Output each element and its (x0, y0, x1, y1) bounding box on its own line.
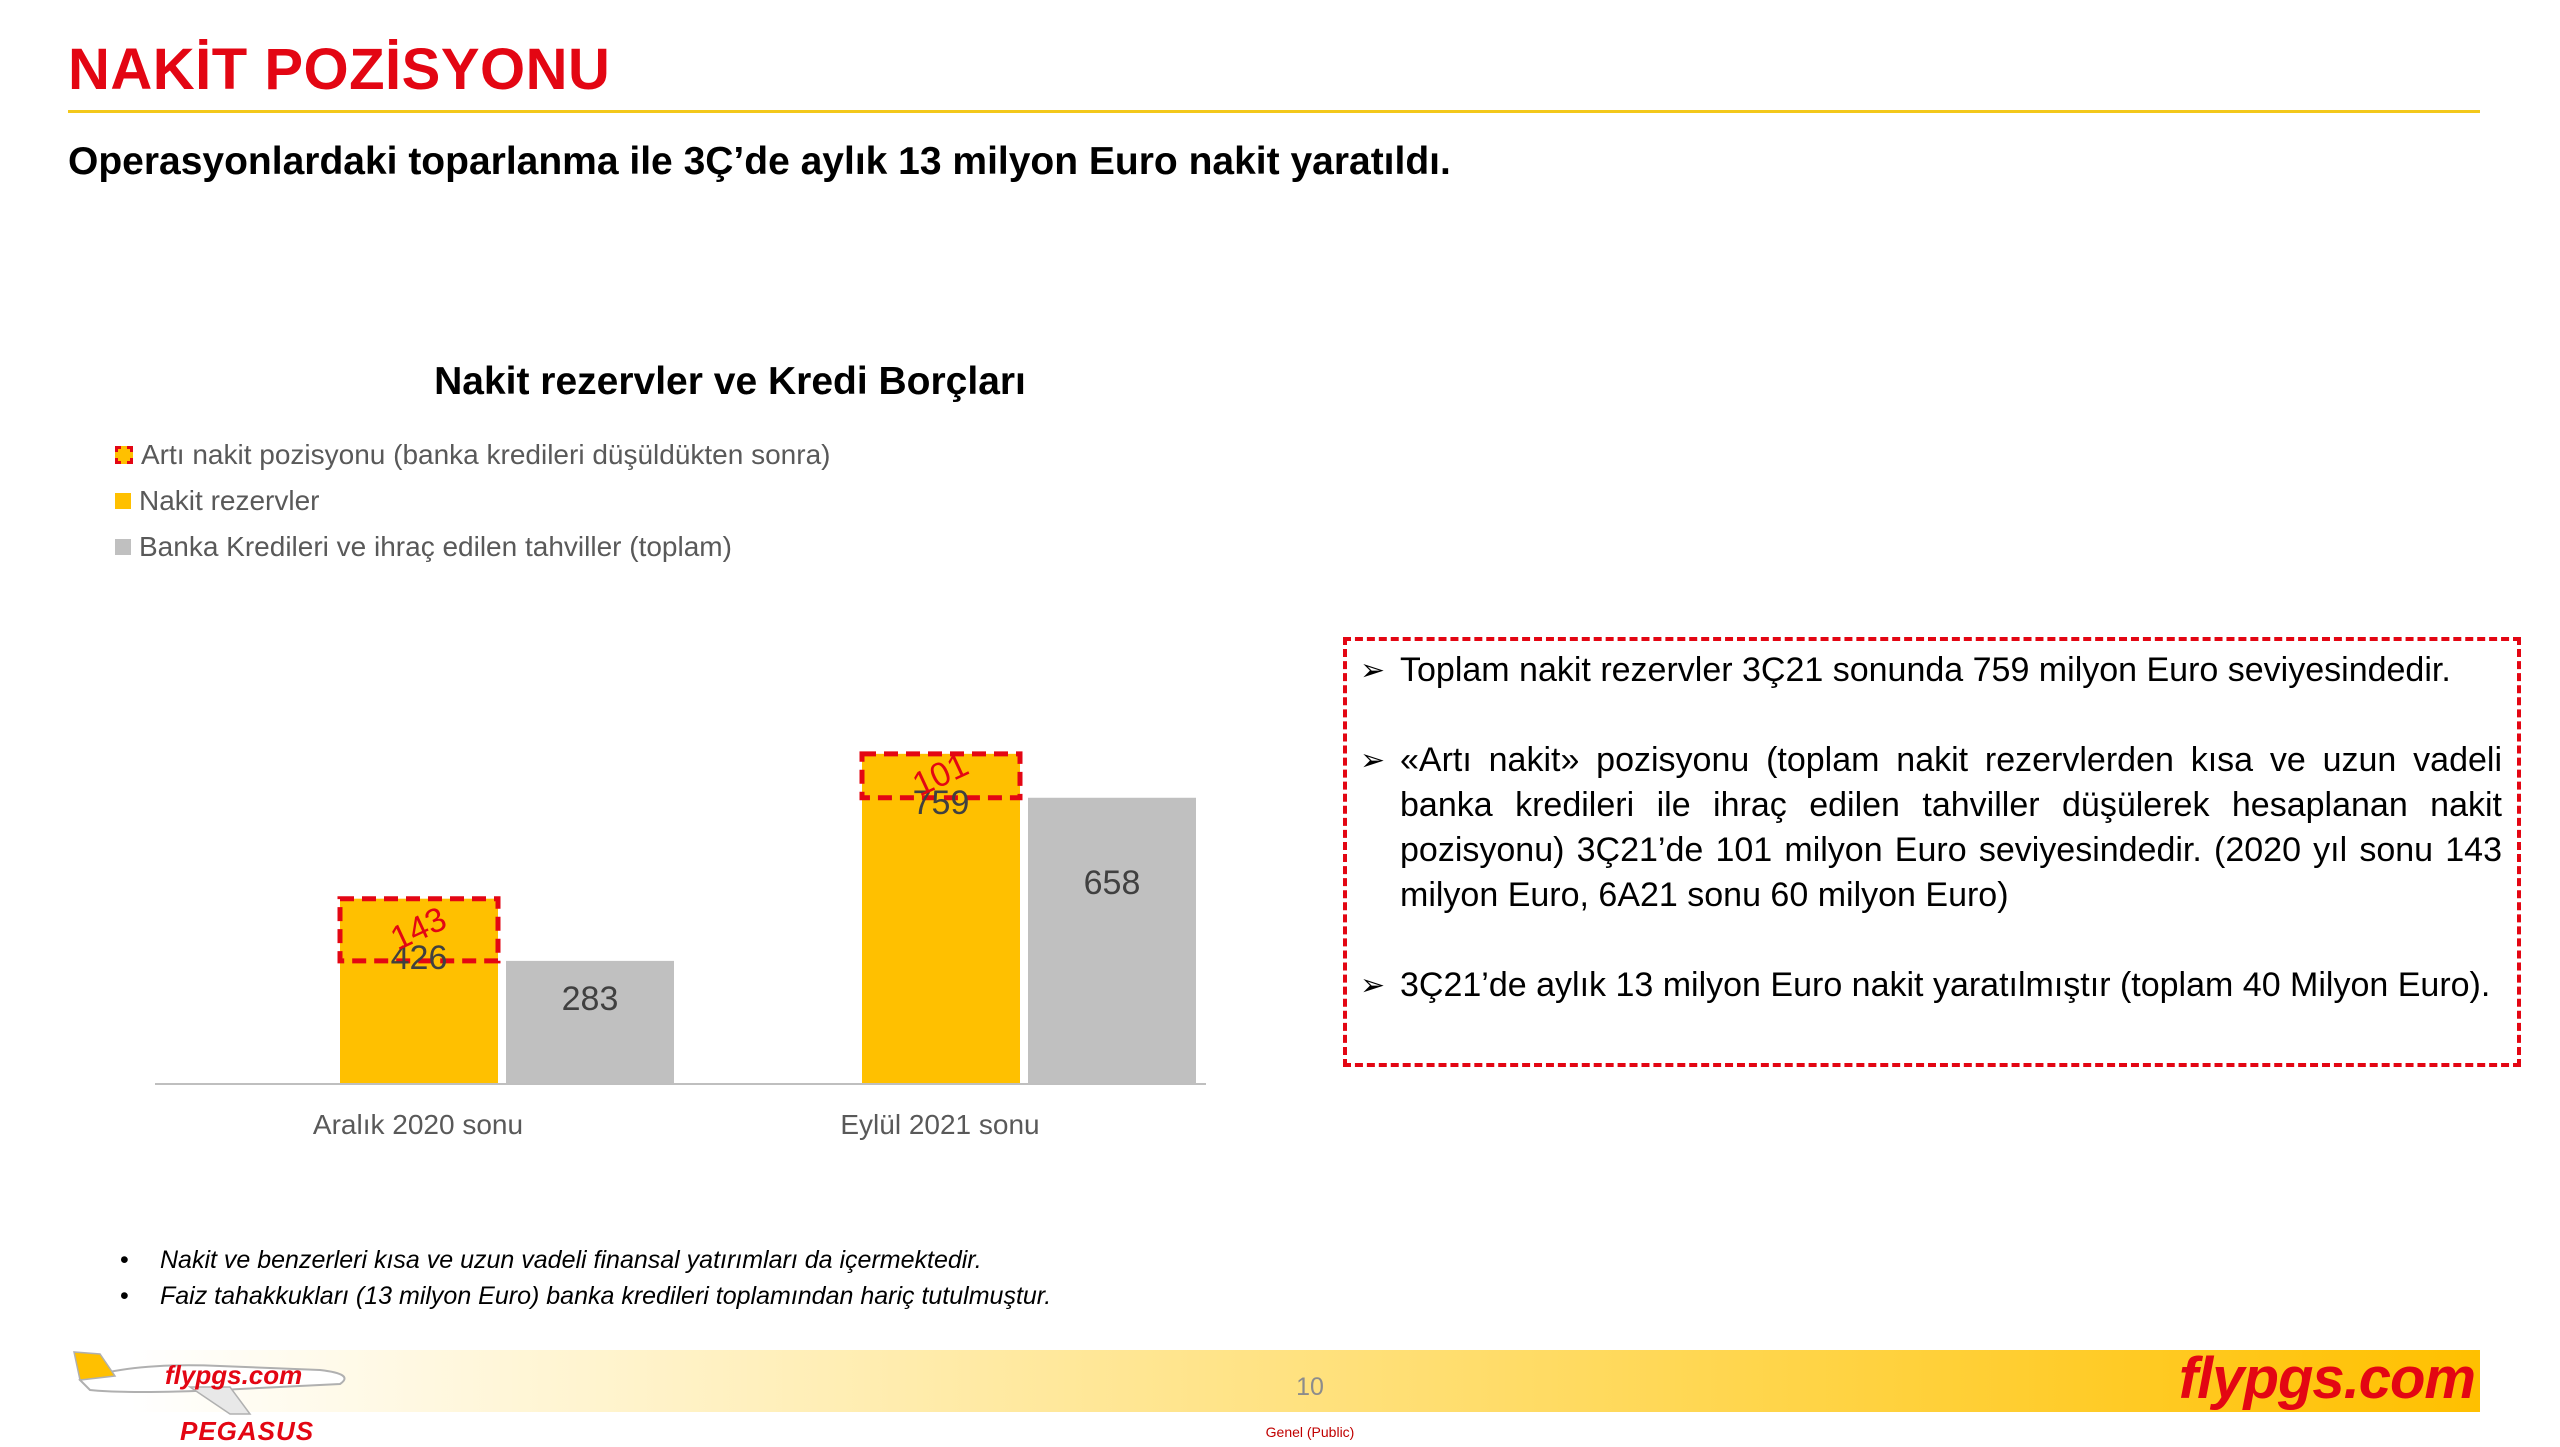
data-label-cash-reserves: 759 (913, 784, 970, 822)
footnote-text: Nakit ve benzerleri kısa ve uzun vadeli … (160, 1246, 982, 1274)
data-label-bank-loans: 283 (562, 980, 619, 1018)
data-label-cash-reserves: 426 (391, 939, 448, 977)
data-label-bank-loans: 658 (1084, 864, 1141, 902)
footnotes: • Nakit ve benzerleri kısa ve uzun vadel… (120, 1242, 1051, 1314)
footnote-text: Faiz tahakkukları (13 milyon Euro) banka… (160, 1282, 1052, 1310)
legend-swatch-net-cash (115, 446, 133, 464)
legend-swatch-cash-reserves (115, 493, 131, 509)
legend-label-cash-reserves: Nakit rezervler (139, 485, 320, 516)
bar-net-cash (859, 751, 1023, 801)
page-number: 10 (1296, 1373, 1324, 1401)
legend-label-bank-loans: Banka Kredileri ve ihraç edilen tahville… (139, 531, 732, 562)
title-divider (68, 110, 2480, 113)
bar-bank-loans (1028, 797, 1196, 1084)
bullet-dot-icon: • (120, 1282, 129, 1310)
plane-livery-text: flypgs.com (165, 1360, 302, 1390)
brand-logo: flypgs.com (2178, 1346, 2476, 1411)
arrow-bullet-icon: ➢ (1360, 654, 1386, 687)
pegasus-logo: PEGASUS (180, 1416, 315, 1446)
footnote: • Faiz tahakkukları (13 milyon Euro) ban… (120, 1278, 1051, 1314)
footer-band (130, 1350, 2480, 1412)
legend-item-net-cash: Artı nakit pozisyonu (banka kredileri dü… (115, 432, 830, 478)
callout-bullet-text: 3Ç21’de aylık 13 milyon Euro nakit yarat… (1400, 966, 2491, 1004)
legend-item-cash-reserves: Nakit rezervler (115, 478, 830, 524)
callout-bullet: ➢ 3Ç21’de aylık 13 milyon Euro nakit yar… (1360, 963, 2502, 1008)
callout-bullets: ➢ Toplam nakit rezervler 3Ç21 sonunda 75… (1360, 648, 2502, 1008)
legend-swatch-bank-loans (115, 539, 131, 555)
callout-bullet: ➢ «Artı nakit» pozisyonu (toplam nakit r… (1360, 738, 2502, 918)
chart-title: Nakit rezervler ve Kredi Borçları (434, 360, 1026, 403)
bar-cash-reserves (340, 898, 498, 1084)
airplane-logo-icon: flypgs.com (73, 1351, 346, 1415)
bar-net-cash (337, 896, 501, 964)
chart-legend: Artı nakit pozisyonu (banka kredileri dü… (115, 432, 830, 570)
page-subtitle: Operasyonlardaki toparlanma ile 3Ç’de ay… (68, 140, 1451, 183)
bar-cash-reserves (862, 753, 1020, 1084)
classification-label: Genel (Public) (1265, 1424, 1355, 1440)
category-label: Eylül 2021 sonu (840, 1109, 1039, 1140)
callout-bullet: ➢ Toplam nakit rezervler 3Ç21 sonunda 75… (1360, 648, 2502, 693)
callout-box (1343, 637, 2521, 1067)
legend-label-net-cash: Artı nakit pozisyonu (banka kredileri dü… (141, 439, 831, 470)
category-label: Aralık 2020 sonu (313, 1109, 523, 1140)
bullet-dot-icon: • (120, 1246, 129, 1274)
legend-item-bank-loans: Banka Kredileri ve ihraç edilen tahville… (115, 524, 830, 570)
arrow-bullet-icon: ➢ (1360, 744, 1386, 777)
arrow-bullet-icon: ➢ (1360, 969, 1386, 1002)
footnote: • Nakit ve benzerleri kısa ve uzun vadel… (120, 1242, 1051, 1278)
page-title: NAKİT POZİSYONU (68, 37, 611, 102)
bar-bank-loans (506, 960, 674, 1084)
callout-bullet-text: Toplam nakit rezervler 3Ç21 sonunda 759 … (1400, 651, 2451, 689)
callout-bullet-text: «Artı nakit» pozisyonu (toplam nakit rez… (1400, 741, 2502, 914)
